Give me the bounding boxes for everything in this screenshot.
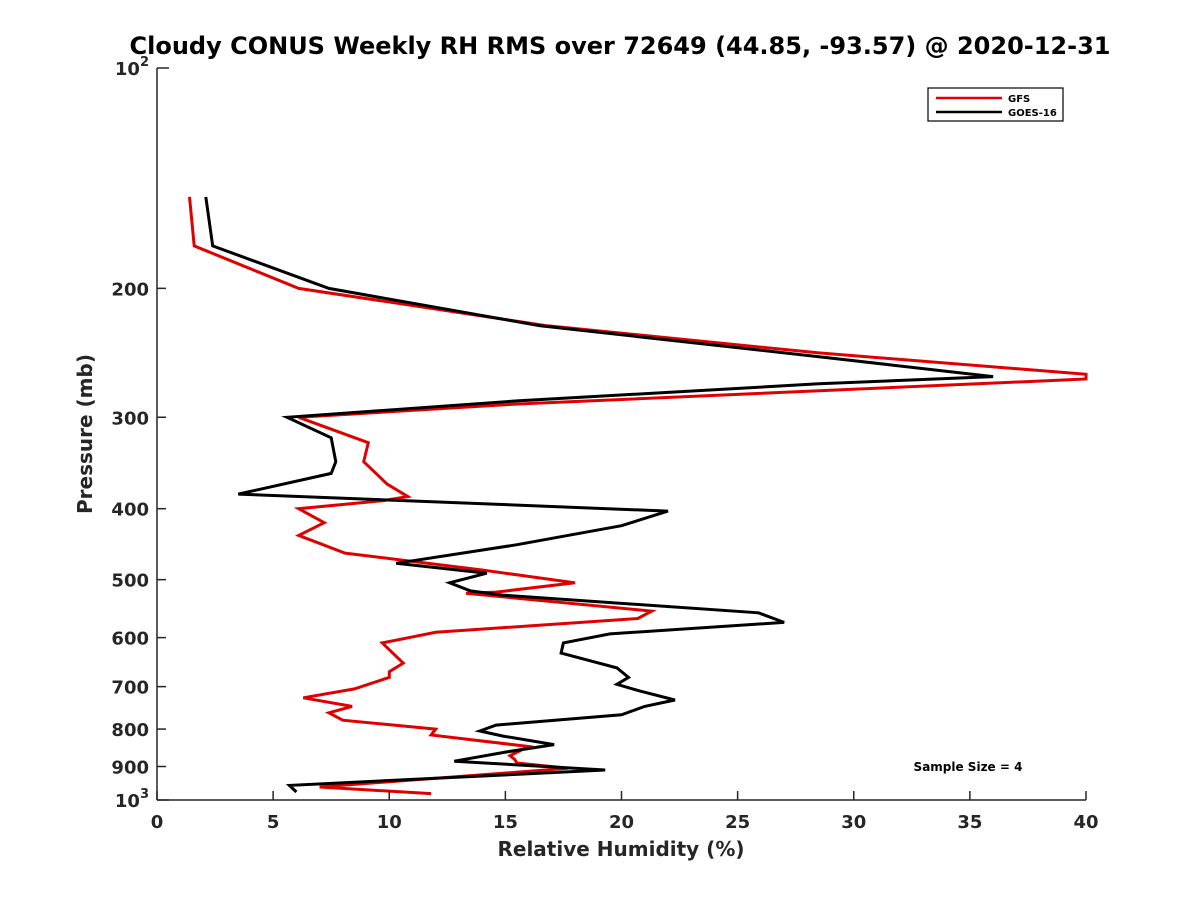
y-power-tick-label: 103 (115, 787, 149, 812)
y-tick-label: 300 (111, 408, 149, 429)
series-group (188, 196, 1088, 796)
x-tick-label: 30 (841, 812, 866, 833)
x-tick-label: 0 (151, 812, 164, 833)
legend-label: GFS (1008, 94, 1030, 105)
plot-area (156, 68, 1088, 801)
x-tick-label: 35 (957, 812, 982, 833)
y-tick-label: 500 (111, 571, 149, 592)
x-tick-label: 10 (377, 812, 402, 833)
legend: GFS GOES-16 (927, 87, 1064, 122)
x-axis-label: Relative Humidity (%) (497, 837, 744, 861)
x-ticks: 0 5 10 15 20 25 30 35 40 (151, 791, 1099, 833)
y-tick-label: 200 (111, 279, 149, 300)
series-line-goes-16 (204, 196, 994, 794)
x-tick-label: 5 (267, 812, 280, 833)
legend-box (927, 87, 1064, 122)
plot-frame (157, 68, 1086, 800)
sample-size-annotation: Sample Size = 4 (914, 760, 1023, 774)
y-ticks: 200 300 400 500 600 700 800 900 102 103 (111, 55, 169, 812)
x-tick-label: 15 (493, 812, 518, 833)
y-tick-label: 400 (111, 500, 149, 521)
legend-entries: GFS GOES-16 (936, 94, 1057, 119)
y-power-tick-label: 102 (115, 55, 149, 80)
y-tick-label: 600 (111, 629, 149, 650)
x-tick-label: 25 (725, 812, 750, 833)
y-axis-label: Pressure (mb) (73, 354, 97, 514)
legend-label: GOES-16 (1008, 108, 1057, 119)
x-tick-label: 20 (609, 812, 634, 833)
y-tick-label: 900 (111, 758, 149, 779)
chart-title: Cloudy CONUS Weekly RH RMS over 72649 (4… (130, 32, 1111, 60)
y-tick-label: 800 (111, 720, 149, 741)
x-tick-label: 40 (1073, 812, 1098, 833)
y-tick-label: 700 (111, 678, 149, 699)
